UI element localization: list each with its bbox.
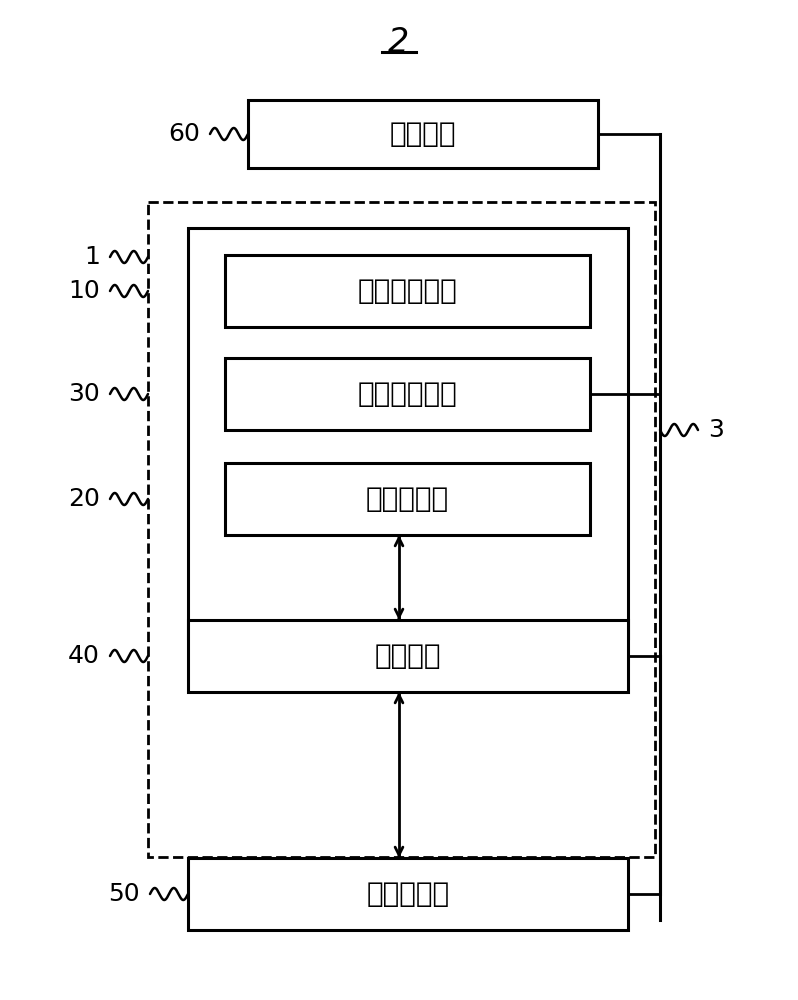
Text: 2: 2 — [389, 25, 409, 58]
Text: 60: 60 — [168, 122, 200, 146]
Text: 部件供给装置: 部件供给装置 — [358, 380, 457, 408]
Text: 馈送器推车: 馈送器推车 — [366, 485, 449, 513]
Bar — [148, 202, 655, 857]
Text: 部件装配装置: 部件装配装置 — [358, 277, 457, 305]
Bar — [225, 463, 590, 535]
Text: 20: 20 — [68, 487, 100, 511]
Text: 40: 40 — [68, 644, 100, 668]
Text: 30: 30 — [69, 382, 100, 406]
Bar — [188, 228, 628, 638]
Text: 10: 10 — [69, 279, 100, 303]
Bar — [248, 100, 598, 168]
Bar — [188, 620, 628, 692]
Bar — [188, 858, 628, 930]
Text: 部件保管库: 部件保管库 — [366, 880, 449, 908]
Bar — [225, 255, 590, 327]
Text: 更换装置: 更换装置 — [375, 642, 441, 670]
Text: 上级系统: 上级系统 — [389, 120, 456, 148]
Text: 1: 1 — [84, 245, 100, 269]
Text: 3: 3 — [708, 418, 724, 442]
Bar — [225, 358, 590, 430]
Text: 50: 50 — [109, 882, 140, 906]
